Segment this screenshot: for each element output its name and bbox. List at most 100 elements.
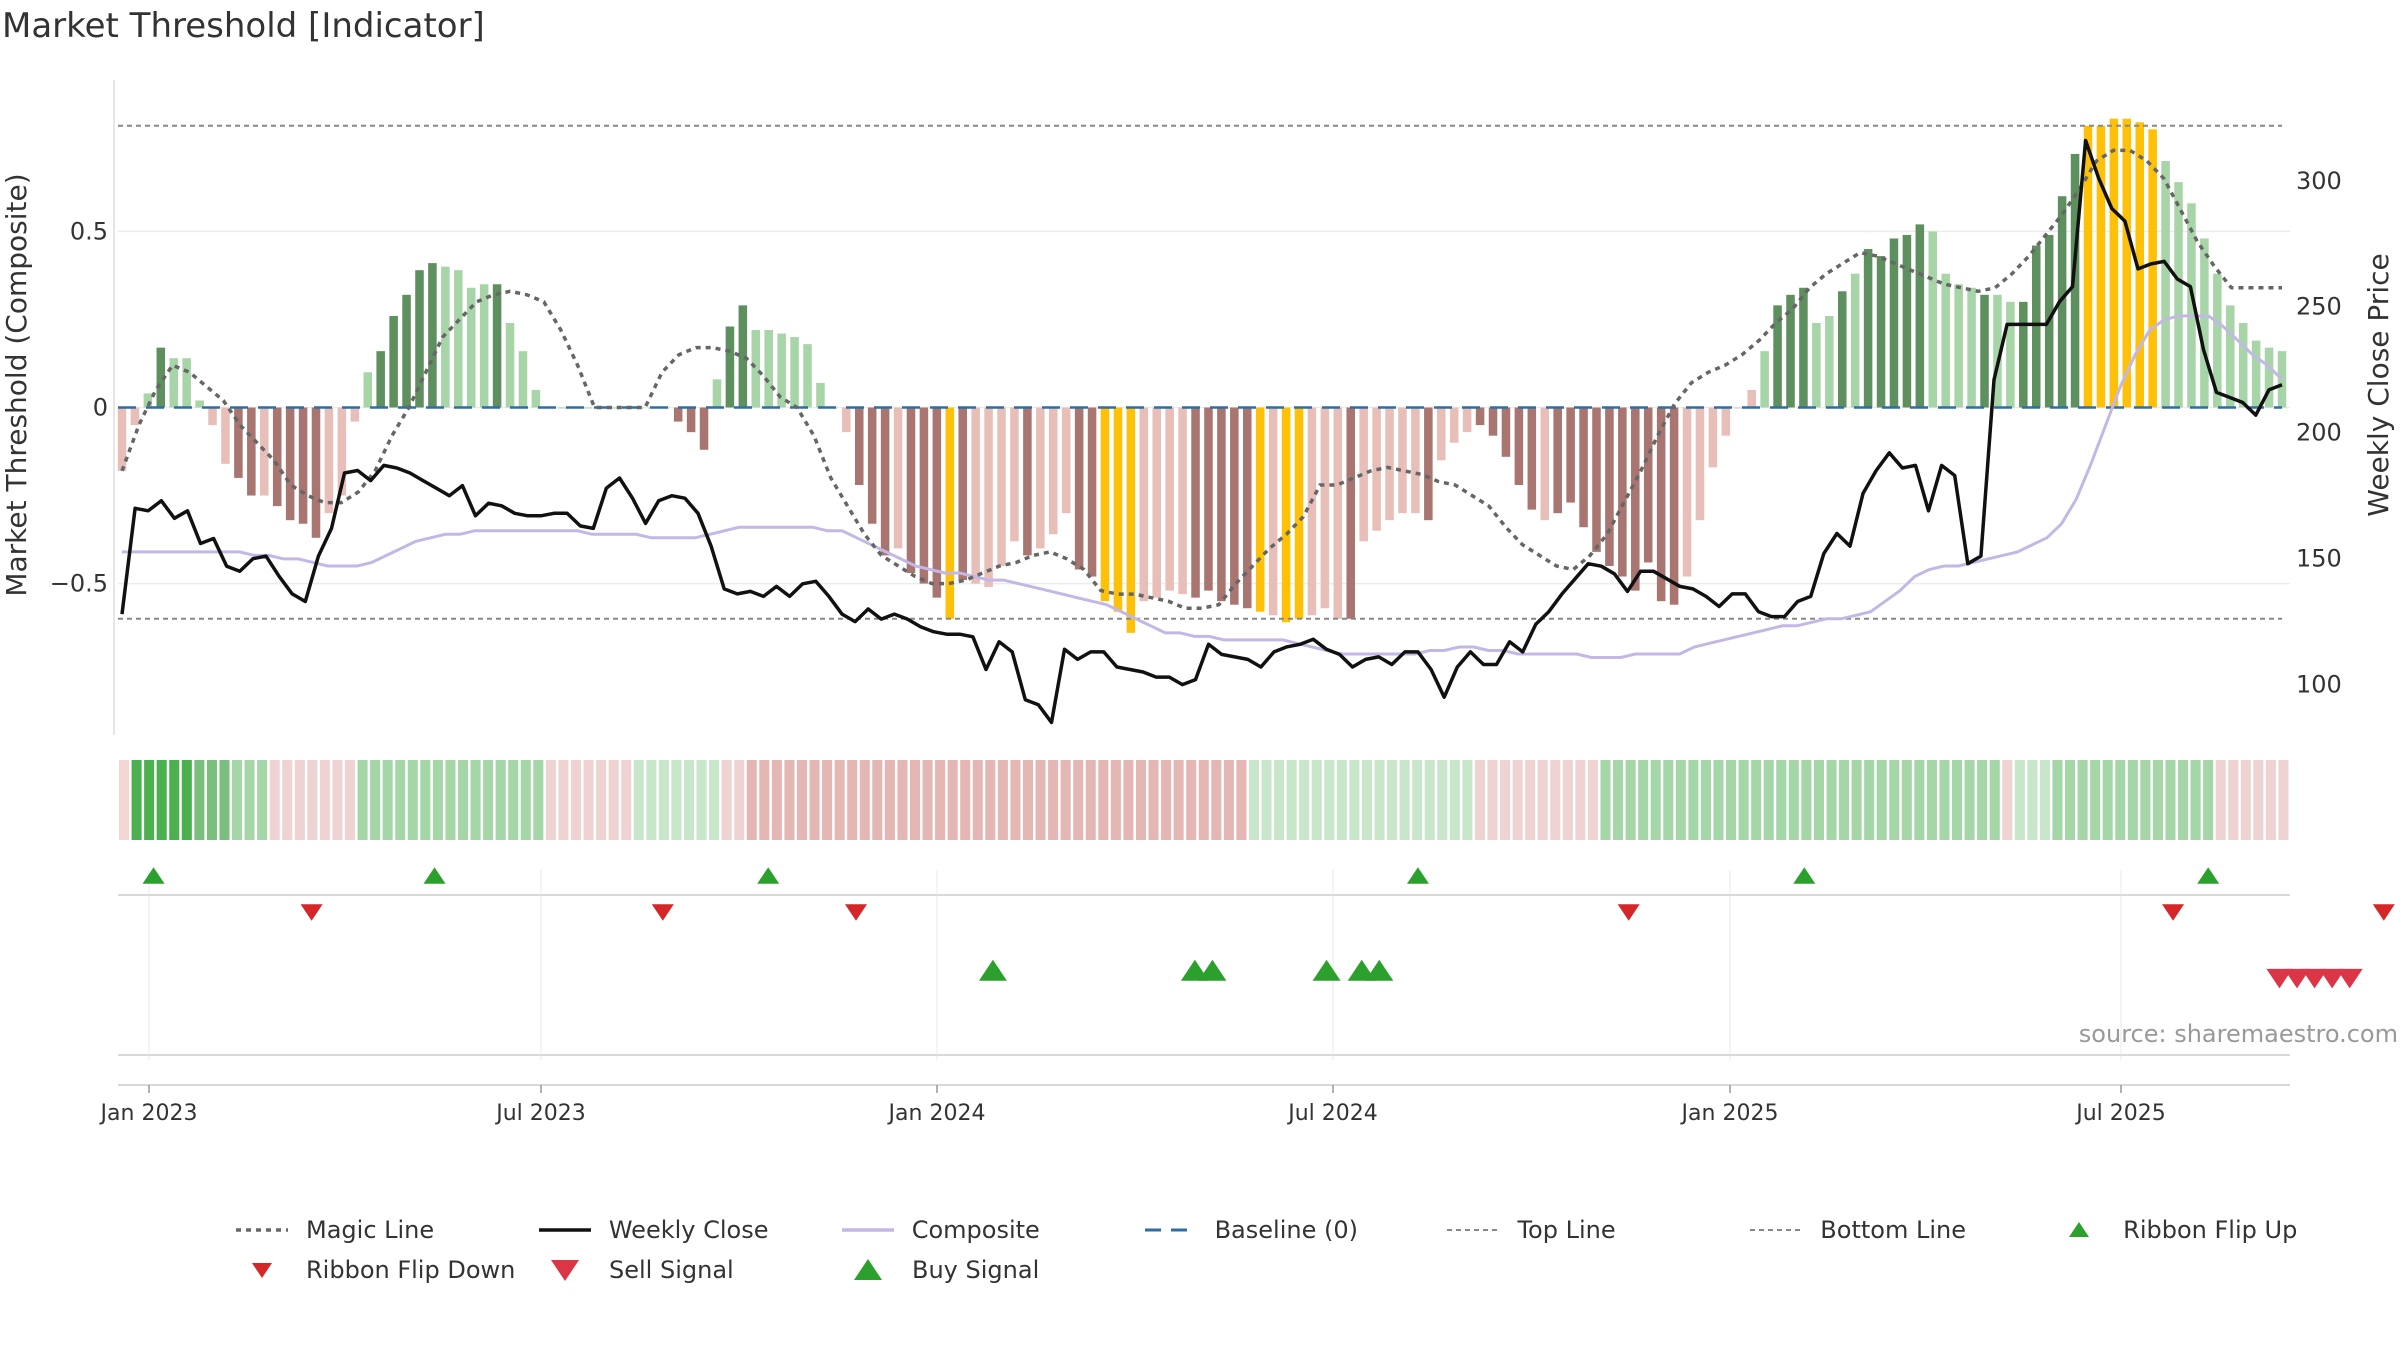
composite-bar: [285, 407, 295, 521]
composite-bar: [583, 407, 592, 409]
composite-bar: [945, 407, 955, 619]
composite-bar: [1217, 407, 1226, 602]
ribbon-cell: [1700, 760, 1711, 840]
chart-title: Market Threshold [Indicator]: [2, 6, 485, 46]
ribbon-flip-up-marker: [423, 867, 446, 884]
composite-bar: [1527, 407, 1537, 510]
y-right-axis-label: Weekly Close Price: [2362, 253, 2395, 516]
ribbon-cell: [1638, 760, 1649, 840]
composite-bar: [1592, 407, 1601, 552]
composite-bar: [2225, 305, 2235, 408]
ribbon-cell: [897, 760, 908, 840]
composite-bar: [1876, 256, 1886, 408]
composite-bar: [518, 351, 528, 408]
legend-label: Sell Signal: [609, 1256, 734, 1284]
ribbon-cell: [1424, 760, 1435, 840]
composite-bar: [1087, 407, 1097, 577]
composite-bar: [790, 337, 799, 408]
ribbon-cell: [520, 760, 531, 840]
composite-bar: [143, 393, 153, 408]
composite-bar: [1333, 407, 1343, 619]
ribbon-cell: [1889, 760, 1900, 840]
ribbon-cell: [1487, 760, 1498, 840]
composite-bar: [1954, 284, 1963, 408]
ribbon-cell: [2190, 760, 2201, 840]
legend-row: Magic Line Weekly Close Composite Baseline …: [230, 1210, 2350, 1250]
legend-swatch: [1750, 1229, 1803, 1231]
composite-bar: [1437, 407, 1446, 461]
ribbon-cell: [1261, 760, 1272, 840]
ribbon-cell: [583, 760, 594, 840]
ribbon-cell: [156, 760, 167, 840]
ribbon-cell: [1374, 760, 1385, 840]
composite-bar: [1708, 407, 1718, 468]
ribbon-cell: [432, 760, 443, 840]
ribbon-cell: [194, 760, 205, 840]
legend-label: Baseline (0): [1214, 1216, 1358, 1244]
ribbon-cell: [1035, 760, 1046, 840]
ribbon-cell: [2115, 760, 2126, 840]
composite-bar: [1398, 407, 1407, 514]
composite-bar: [764, 330, 773, 408]
composite-bar: [1605, 407, 1614, 566]
composite-bar: [2057, 196, 2067, 408]
legend-item: Top Line: [1441, 1216, 1744, 1244]
legend-item: Weekly Close: [533, 1216, 836, 1244]
ribbon-cell: [646, 760, 657, 840]
ribbon-cell: [1876, 760, 1887, 840]
ribbon-cell: [596, 760, 607, 840]
composite-bar: [1165, 407, 1174, 591]
composite-bar: [2174, 182, 2183, 408]
x-tick-label: Jan 2024: [887, 1101, 986, 1126]
composite-bar: [1411, 407, 1420, 514]
ribbon-cell: [2140, 760, 2151, 840]
legend-row: Ribbon Flip Down Sell Signal Buy Signal: [230, 1250, 2350, 1290]
composite-bar: [208, 407, 217, 426]
composite-bar: [1255, 407, 1265, 612]
ribbon-cell: [545, 760, 556, 840]
ribbon-cell: [1562, 760, 1573, 840]
composite-bar: [919, 407, 929, 584]
composite-bar: [272, 407, 282, 507]
x-tick-label: Jan 2023: [99, 1101, 198, 1126]
y-tick-label: 0: [93, 394, 108, 422]
composite-bar: [1631, 407, 1640, 591]
ribbon-flip-up-marker: [2197, 867, 2220, 884]
ribbon-cell: [1299, 760, 1310, 840]
ribbon-cell: [1763, 760, 1774, 840]
legend-label: Magic Line: [306, 1216, 435, 1244]
ribbon-cell: [1474, 760, 1485, 840]
composite-bar: [1837, 291, 1847, 408]
ribbon-cell: [2127, 760, 2138, 840]
ribbon-cell: [1663, 760, 1674, 840]
ribbon-cell: [395, 760, 406, 840]
ribbon-cell: [2052, 760, 2063, 840]
ribbon-cell: [206, 760, 217, 840]
ribbon-cell: [382, 760, 393, 840]
composite-bar: [906, 407, 916, 574]
ribbon-cell: [1110, 760, 1121, 840]
composite-bar: [324, 407, 334, 514]
composite-line: [122, 314, 2284, 659]
ribbon-cell: [1148, 760, 1159, 840]
ribbon-cell: [407, 760, 418, 840]
ribbon-cell: [784, 760, 795, 840]
sell-signal-marker: [2266, 968, 2293, 989]
ribbon-cell: [1010, 760, 1021, 840]
ribbon-cell: [621, 760, 632, 840]
composite-bar: [466, 287, 476, 408]
ribbon-cell: [1449, 760, 1460, 840]
composite-bar: [531, 389, 541, 408]
ribbon-cell: [1550, 760, 1561, 840]
ribbon-cell: [960, 760, 971, 840]
ribbon-cell: [1098, 760, 1109, 840]
legend-item: Sell Signal: [533, 1256, 836, 1284]
x-tick-label: Jan 2025: [1680, 1101, 1779, 1126]
ribbon-cell: [922, 760, 933, 840]
legend-swatch: [538, 1228, 591, 1232]
ribbon-cell: [1236, 760, 1247, 840]
ribbon-cell: [1286, 760, 1297, 840]
legend-swatch: [1447, 1229, 1500, 1231]
legend-item: Ribbon Flip Up: [2047, 1216, 2350, 1244]
composite-bar: [1967, 287, 1976, 408]
